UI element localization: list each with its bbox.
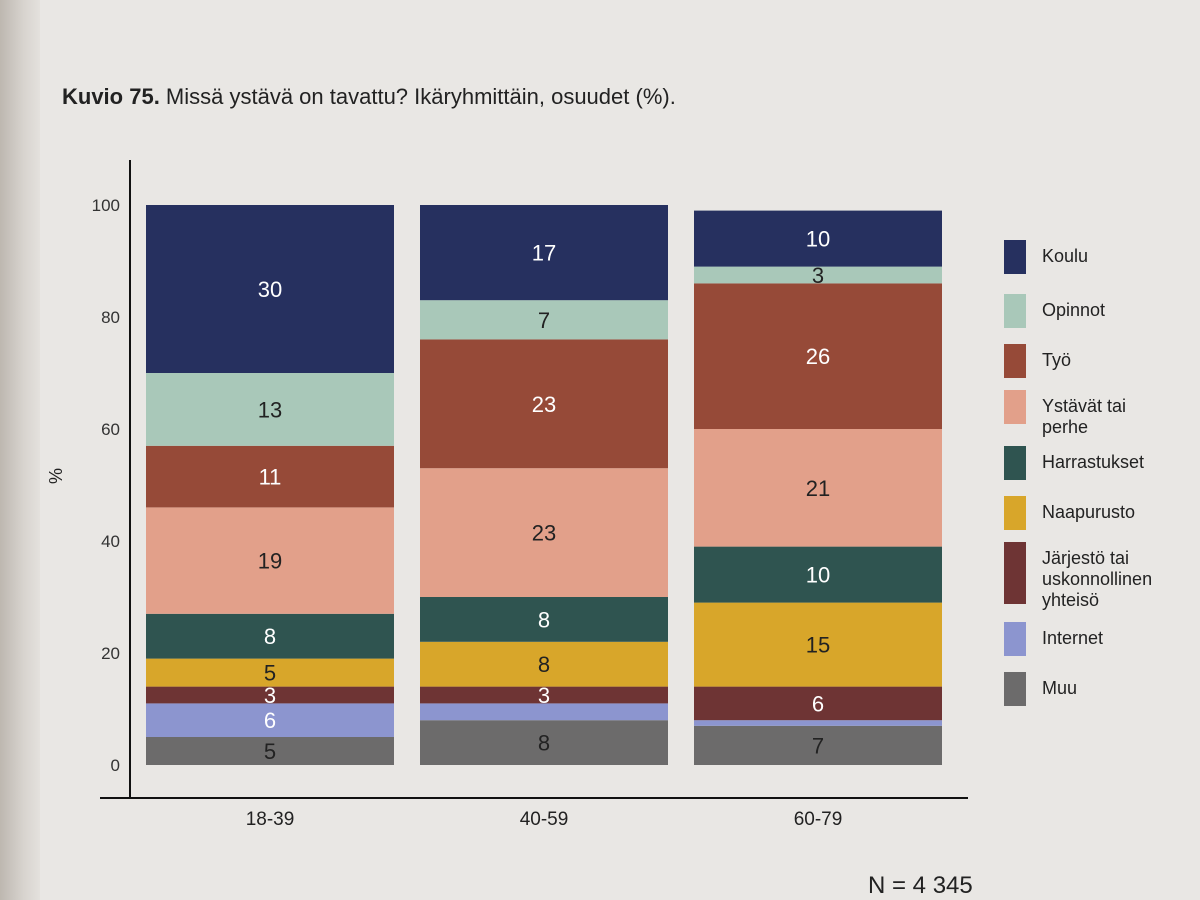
data-label: 7 — [812, 733, 824, 758]
bar-segment-tyo-18-39 — [146, 445, 394, 508]
legend-swatch — [1004, 446, 1026, 480]
data-label: 5 — [264, 661, 276, 686]
legend-swatch — [1004, 390, 1026, 424]
bar-segment-internet-60-79 — [694, 720, 942, 726]
data-label: 11 — [259, 465, 282, 490]
bar-segment-jarjesto-tai-uskonnollinen-yhteiso-18-39 — [146, 686, 394, 704]
legend-label: Harrastukset — [1042, 452, 1145, 472]
data-label: 6 — [264, 708, 276, 733]
x-tick-label: 60-79 — [794, 809, 843, 830]
data-label: 3 — [812, 263, 824, 288]
stacked-bar-chart: 020406080100%563581911133018-39838823237… — [46, 160, 968, 830]
legend-swatch — [1004, 542, 1026, 604]
legend-swatch — [1004, 622, 1026, 656]
bar-segment-ystavat-tai-perhe-60-79 — [694, 429, 942, 547]
bar-segment-muu-18-39 — [146, 737, 394, 765]
figure-number: Kuvio 75. — [62, 84, 160, 109]
data-label: 8 — [538, 652, 550, 677]
figure-title: Kuvio 75. Missä ystävä on tavattu? Ikäry… — [62, 84, 676, 110]
bar-segment-koulu-40-59 — [420, 205, 668, 301]
x-tick-label: 40-59 — [520, 809, 569, 830]
bar-segment-naapurusto-40-59 — [420, 641, 668, 687]
bar-segment-jarjesto-tai-uskonnollinen-yhteiso-60-79 — [694, 686, 942, 721]
bar-segment-koulu-60-79 — [694, 210, 942, 267]
legend-swatch — [1004, 496, 1026, 530]
legend-item-naapurusto: Naapurusto — [1004, 496, 1135, 530]
data-label: 19 — [258, 549, 282, 574]
legend-swatch — [1004, 294, 1026, 328]
data-label: 23 — [532, 392, 556, 417]
data-label: 7 — [538, 308, 550, 333]
legend-label: Internet — [1042, 628, 1104, 648]
bar-segment-internet-40-59 — [420, 703, 668, 721]
bar-segment-harrastukset-40-59 — [420, 597, 668, 642]
bar-segment-naapurusto-60-79 — [694, 602, 942, 687]
bar-segment-muu-60-79 — [694, 725, 942, 765]
bar-segment-ystavat-tai-perhe-40-59 — [420, 468, 668, 597]
y-tick-label: 40 — [101, 532, 120, 551]
data-label: 23 — [532, 521, 556, 546]
data-label: 30 — [258, 277, 282, 302]
data-label: 10 — [806, 563, 830, 588]
data-label: 3 — [538, 683, 550, 708]
data-label: 8 — [538, 731, 550, 756]
data-label: 8 — [538, 607, 550, 632]
legend-item-opinnot: Opinnot — [1004, 294, 1105, 328]
legend-label: Opinnot — [1042, 300, 1106, 320]
legend-item-harrastukset: Harrastukset — [1004, 446, 1144, 480]
sample-size-note: N = 4 345 — [868, 872, 973, 899]
y-tick-label: 100 — [92, 196, 120, 215]
legend-label: Naapurusto — [1042, 502, 1136, 522]
data-label: 15 — [806, 633, 830, 658]
bar-segment-opinnot-40-59 — [420, 300, 668, 340]
data-label: 5 — [264, 739, 276, 764]
legend-item-jarjesto-tai-uskonnollinen-yhteiso: Järjestö tai uskonnollinen yhteisö — [1004, 542, 1192, 611]
legend-item-tyo: Työ — [1004, 344, 1071, 378]
legend-item-koulu: Koulu — [1004, 240, 1088, 274]
data-label: 13 — [258, 397, 282, 422]
figure-caption: Missä ystävä on tavattu? Ikäryhmittäin, … — [159, 84, 676, 109]
legend-label: Koulu — [1042, 246, 1089, 266]
y-tick-label: 60 — [101, 420, 120, 439]
bar-segment-opinnot-60-79 — [694, 266, 942, 284]
data-label: 10 — [806, 227, 830, 252]
bar-segment-muu-40-59 — [420, 720, 668, 765]
legend-item-muu: Muu — [1004, 672, 1077, 706]
legend-item-internet: Internet — [1004, 622, 1103, 656]
y-axis-label: % — [46, 468, 66, 484]
legend-swatch — [1004, 240, 1026, 274]
y-tick-label: 0 — [111, 756, 120, 775]
data-label: 26 — [806, 344, 830, 369]
data-label: 17 — [532, 241, 556, 266]
bar-segment-koulu-18-39 — [146, 205, 394, 373]
legend-swatch — [1004, 344, 1026, 378]
y-tick-label: 20 — [101, 644, 120, 663]
bar-segment-opinnot-18-39 — [146, 373, 394, 446]
legend-label: Järjestö tai uskonnollinen yhteisö — [1042, 548, 1153, 610]
legend-label: Työ — [1042, 350, 1072, 370]
book-page-edge — [0, 0, 40, 900]
legend-label: Muu — [1042, 678, 1078, 698]
bar-segment-tyo-60-79 — [694, 283, 942, 429]
bar-segment-jarjesto-tai-uskonnollinen-yhteiso-40-59 — [420, 686, 668, 704]
bar-segment-naapurusto-18-39 — [146, 658, 394, 687]
legend-swatch — [1004, 672, 1026, 706]
legend-label: Ystävät tai perhe — [1042, 396, 1127, 437]
legend-item-ystavat-tai-perhe: Ystävät tai perhe — [1004, 390, 1142, 438]
bar-segment-harrastukset-18-39 — [146, 613, 394, 659]
bar-segment-harrastukset-60-79 — [694, 546, 942, 603]
y-tick-label: 80 — [101, 308, 120, 327]
data-label: 21 — [806, 476, 830, 501]
bar-segment-tyo-40-59 — [420, 339, 668, 469]
x-tick-label: 18-39 — [246, 809, 295, 830]
data-label: 3 — [264, 683, 276, 708]
bar-segment-internet-18-39 — [146, 703, 394, 737]
bar-segment-ystavat-tai-perhe-18-39 — [146, 507, 394, 614]
data-label: 8 — [264, 624, 276, 649]
data-label: 6 — [812, 691, 824, 716]
